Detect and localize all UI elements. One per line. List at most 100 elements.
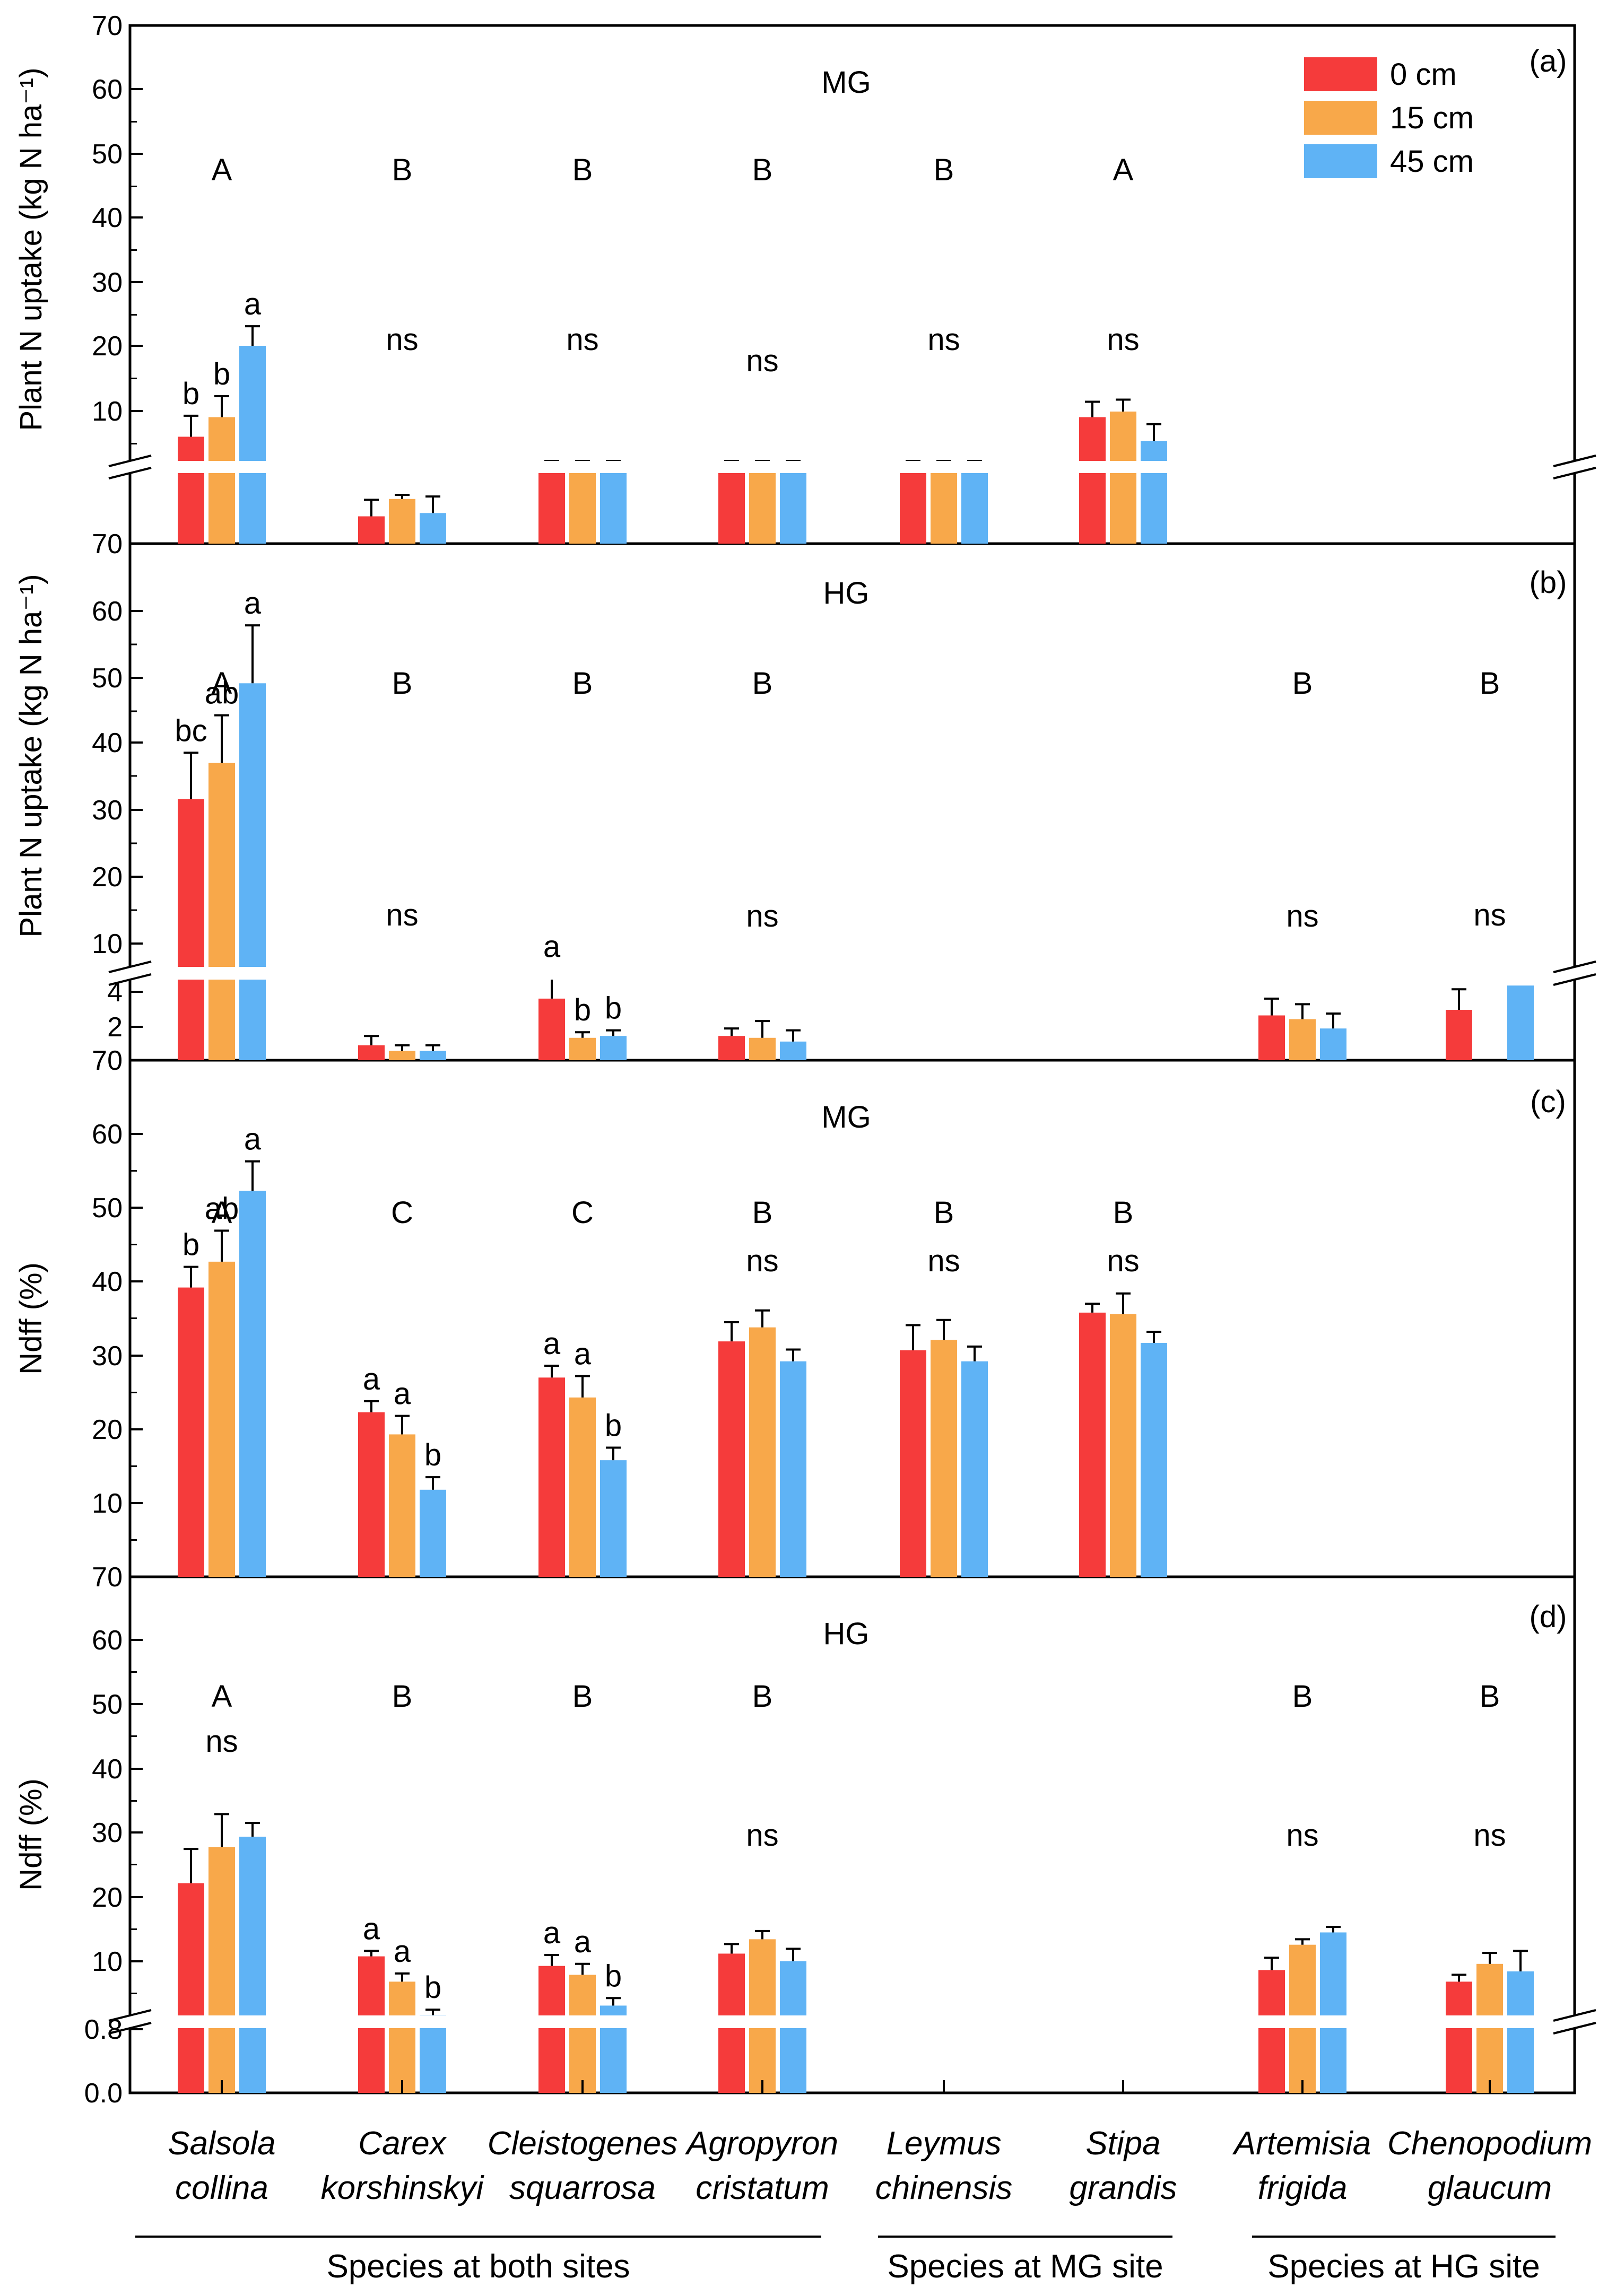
bar — [239, 345, 266, 544]
y-tick-label: 40 — [92, 728, 123, 758]
panel-label: (a) — [1530, 44, 1567, 78]
panel-label: (c) — [1530, 1085, 1566, 1119]
species-label: Stipa grandis — [1069, 2125, 1177, 2206]
bar — [600, 1036, 627, 1060]
axis-break-mark — [108, 455, 152, 467]
bar — [1320, 1028, 1346, 1060]
group-letter: B — [752, 1679, 773, 1714]
axis-break-mark — [1553, 455, 1596, 467]
bar — [538, 998, 565, 1060]
y-tick-label: 70 — [92, 1045, 123, 1076]
species-label-line: chinensis — [875, 2170, 1012, 2206]
group-letter: A — [212, 1679, 232, 1714]
y-tick-label: 10 — [92, 929, 123, 959]
bar — [600, 1460, 627, 1577]
axis-break-gap — [128, 967, 1576, 980]
sig-letter: ns — [1107, 1244, 1139, 1278]
bar — [718, 1036, 745, 1060]
group-letter: A — [212, 666, 232, 701]
bar — [749, 1327, 776, 1577]
bar — [1110, 1314, 1136, 1577]
group-letter: B — [752, 153, 773, 187]
legend-swatch — [1304, 101, 1377, 135]
y-tick-label: 20 — [92, 331, 123, 362]
sig-letter: b — [183, 377, 199, 411]
species-label-line: Agropyron — [684, 2125, 838, 2162]
bar — [178, 1287, 204, 1577]
y-tick-label: 30 — [92, 267, 123, 298]
sig-letter: ns — [746, 899, 778, 933]
bar — [358, 1412, 385, 1577]
sig-letter: a — [543, 1326, 561, 1361]
bar — [178, 1883, 204, 2093]
y-axis-label: Ndff (%) — [14, 1262, 48, 1375]
group-letter: B — [572, 666, 593, 701]
bar — [780, 461, 806, 544]
legend-swatch — [1304, 144, 1377, 178]
group-letter: C — [391, 1195, 413, 1230]
bar — [1141, 1342, 1167, 1577]
group-letter: B — [392, 666, 413, 701]
species-label-line: Chenopodium — [1387, 2125, 1592, 2162]
bar — [749, 461, 776, 544]
bar — [239, 1191, 266, 1577]
legend-label: 45 cm — [1390, 144, 1474, 179]
bar — [1476, 1963, 1503, 2093]
sig-letter: ns — [386, 322, 418, 357]
bar — [178, 436, 204, 544]
bar — [1079, 417, 1106, 544]
sig-letter: a — [394, 1934, 411, 1969]
group-letter: B — [934, 1195, 954, 1230]
bar — [1320, 1932, 1346, 2093]
group-letter: B — [1113, 1195, 1134, 1230]
group-letter: A — [212, 1195, 232, 1230]
bar — [600, 461, 627, 544]
sig-letter: ab — [205, 676, 239, 711]
bar — [780, 1361, 806, 1577]
y-tick-label: 70 — [92, 529, 123, 560]
y-tick-label: 30 — [92, 1341, 123, 1372]
bar — [538, 1966, 565, 2093]
y-tick-label: 10 — [92, 1946, 123, 1977]
species-label-line: collina — [175, 2170, 268, 2206]
sig-letter: a — [244, 1122, 262, 1157]
group-letter: B — [1480, 666, 1500, 701]
bar — [389, 1434, 415, 1577]
axis-break-gap — [128, 2015, 1576, 2028]
species-label-line: glaucum — [1428, 2170, 1552, 2206]
species-label: Chenopodium glaucum — [1387, 2125, 1592, 2206]
sig-letter: a — [543, 1916, 561, 1950]
species-label-line: Leymus — [886, 2125, 1001, 2162]
bar — [569, 1037, 596, 1060]
site-label: HG — [823, 1617, 870, 1651]
sig-letter: ns — [566, 322, 598, 357]
bar — [208, 1261, 235, 1577]
axis-break-mark — [108, 973, 152, 986]
bar — [718, 461, 745, 544]
bar — [569, 1975, 596, 2093]
species-label: Cleistogenes squarrosa — [488, 2125, 677, 2206]
group-letter: A — [212, 153, 232, 187]
bar — [178, 799, 204, 1060]
y-tick-label: 50 — [92, 139, 123, 170]
y-axis-label: Ndff (%) — [14, 1778, 48, 1891]
species-label-line: Salsola — [168, 2125, 275, 2162]
y-axis-label: Plant N uptake (kg N ha⁻¹) — [14, 67, 48, 431]
y-tick-label: 20 — [92, 862, 123, 893]
legend-label: 15 cm — [1390, 101, 1474, 135]
bar — [239, 683, 266, 1060]
axis-break-gap — [128, 461, 1576, 473]
bar — [569, 461, 596, 544]
group-letter: B — [1292, 666, 1313, 701]
sig-letter: b — [424, 1970, 441, 2005]
species-label-line: Artemisia — [1232, 2125, 1371, 2162]
bar — [749, 1037, 776, 1060]
group-letter: B — [572, 1679, 593, 1714]
sig-letter: a — [244, 586, 262, 621]
sig-letter: a — [543, 930, 561, 964]
bar — [358, 516, 385, 544]
axis-break-mark — [1553, 973, 1596, 986]
bar — [961, 1361, 988, 1577]
axis-break-mark — [108, 2022, 152, 2035]
